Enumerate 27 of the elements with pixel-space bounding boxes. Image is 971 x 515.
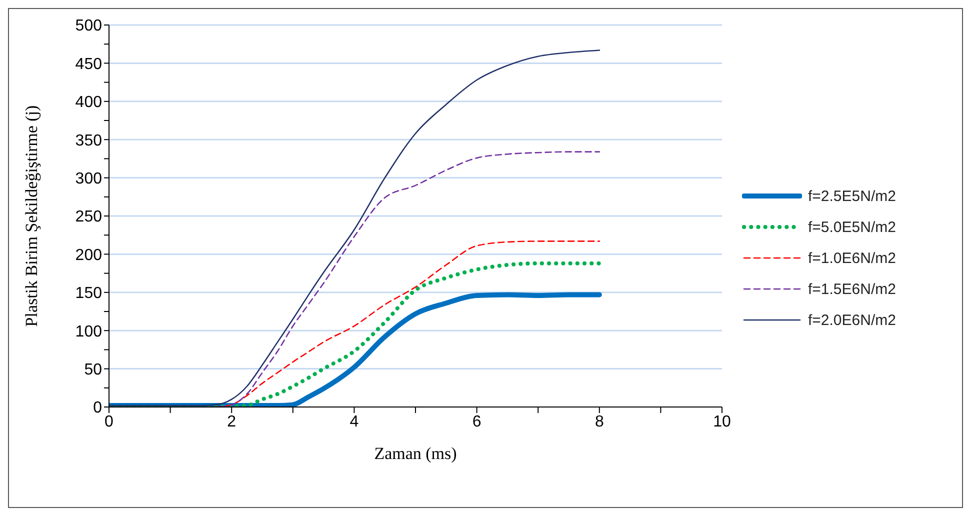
line-series xyxy=(216,240,600,407)
y-tick-label: 450 xyxy=(75,56,102,73)
x-tick-label: 0 xyxy=(104,413,114,430)
x-tick-label: 6 xyxy=(472,413,482,430)
legend-label: f=1.5E6N/m2 xyxy=(808,280,896,298)
y-tick-label: 500 xyxy=(75,18,102,35)
y-tick-label: 100 xyxy=(75,323,102,340)
legend-label: f=5.0E5N/m2 xyxy=(808,218,896,236)
y-tick-label: 0 xyxy=(93,400,102,417)
y-tick-label: 400 xyxy=(75,94,102,112)
y-axis-title: Plastik Birim Şekildeğiştirme (j) xyxy=(22,105,42,327)
x-tick-label: 8 xyxy=(594,413,604,430)
y-tick-label: 200 xyxy=(75,246,102,264)
y-tick-label: 150 xyxy=(75,285,102,302)
x-tick-label: 4 xyxy=(350,413,359,430)
y-tick-label: 50 xyxy=(84,361,102,378)
line-series xyxy=(109,261,602,407)
x-tick-label: 2 xyxy=(227,413,236,430)
legend-label: f=2.0E6N/m2 xyxy=(808,312,896,328)
legend-label: f=1.0E6N/m2 xyxy=(808,250,896,266)
legend-label: f=2.5E5N/m2 xyxy=(808,188,896,204)
y-tick-label: 250 xyxy=(75,208,102,226)
x-axis-title: Zaman (ms) xyxy=(374,444,457,463)
line-series xyxy=(109,50,600,406)
x-tick-label: 10 xyxy=(713,413,731,430)
y-tick-label: 350 xyxy=(75,132,102,150)
y-tick-label: 300 xyxy=(75,170,102,188)
